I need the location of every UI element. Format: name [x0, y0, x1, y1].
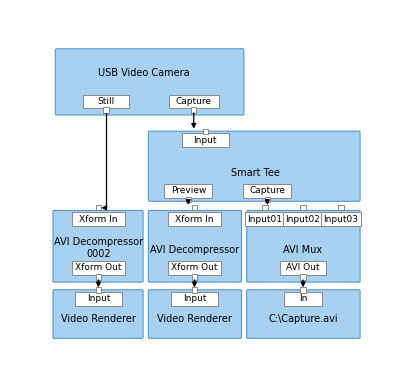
FancyBboxPatch shape — [53, 290, 143, 338]
Text: Video Renderer: Video Renderer — [61, 314, 136, 324]
Text: In: In — [299, 294, 307, 303]
FancyBboxPatch shape — [247, 290, 360, 338]
FancyBboxPatch shape — [148, 210, 241, 282]
Text: Input: Input — [183, 294, 206, 303]
Bar — [300, 205, 306, 210]
Text: Xform Out: Xform Out — [75, 263, 122, 272]
Bar — [203, 129, 208, 134]
Bar — [96, 275, 101, 280]
FancyBboxPatch shape — [171, 292, 218, 306]
Text: C:\Capture.avi: C:\Capture.avi — [268, 314, 338, 324]
FancyBboxPatch shape — [164, 184, 212, 198]
FancyBboxPatch shape — [168, 94, 219, 108]
Text: Xform In: Xform In — [175, 215, 214, 224]
Text: Input: Input — [193, 136, 217, 144]
Text: Input: Input — [87, 294, 110, 303]
Bar — [338, 205, 344, 210]
Bar — [265, 197, 270, 202]
Text: Capture: Capture — [176, 97, 212, 106]
Bar — [96, 288, 101, 293]
FancyBboxPatch shape — [283, 212, 323, 226]
FancyBboxPatch shape — [72, 212, 125, 226]
Text: Input01: Input01 — [247, 215, 283, 224]
FancyBboxPatch shape — [243, 184, 291, 198]
Text: AVI Mux: AVI Mux — [283, 245, 322, 255]
Bar — [300, 275, 306, 280]
Text: Still: Still — [98, 97, 115, 106]
Text: Xform Out: Xform Out — [171, 263, 218, 272]
FancyBboxPatch shape — [75, 292, 122, 306]
Text: AVI Decompressor: AVI Decompressor — [150, 245, 239, 255]
Text: Preview: Preview — [170, 186, 206, 195]
Text: Smart Tee: Smart Tee — [231, 168, 280, 178]
FancyBboxPatch shape — [83, 94, 129, 108]
Text: Video Renderer: Video Renderer — [157, 314, 232, 324]
FancyBboxPatch shape — [247, 210, 360, 282]
Text: USB Video Camera: USB Video Camera — [98, 68, 189, 78]
Text: Input03: Input03 — [324, 215, 359, 224]
Text: Xform In: Xform In — [79, 215, 118, 224]
FancyBboxPatch shape — [285, 292, 322, 306]
Bar — [96, 205, 101, 210]
Bar — [186, 197, 191, 202]
Bar — [192, 288, 197, 293]
FancyBboxPatch shape — [321, 212, 361, 226]
FancyBboxPatch shape — [280, 261, 326, 275]
Bar — [104, 107, 109, 113]
FancyBboxPatch shape — [182, 133, 229, 147]
Bar — [192, 275, 197, 280]
FancyBboxPatch shape — [245, 212, 285, 226]
Bar — [300, 288, 306, 293]
Bar — [192, 205, 197, 210]
Bar — [262, 205, 268, 210]
Text: Input02: Input02 — [286, 215, 320, 224]
FancyBboxPatch shape — [55, 49, 244, 115]
FancyBboxPatch shape — [53, 210, 143, 282]
FancyBboxPatch shape — [168, 261, 221, 275]
FancyBboxPatch shape — [72, 261, 125, 275]
Text: Capture: Capture — [249, 186, 285, 195]
Text: AVI Decompressor
0002: AVI Decompressor 0002 — [54, 237, 143, 258]
FancyBboxPatch shape — [168, 212, 221, 226]
FancyBboxPatch shape — [148, 290, 241, 338]
Bar — [191, 107, 197, 113]
FancyBboxPatch shape — [148, 131, 360, 201]
Text: AVI Out: AVI Out — [286, 263, 320, 272]
